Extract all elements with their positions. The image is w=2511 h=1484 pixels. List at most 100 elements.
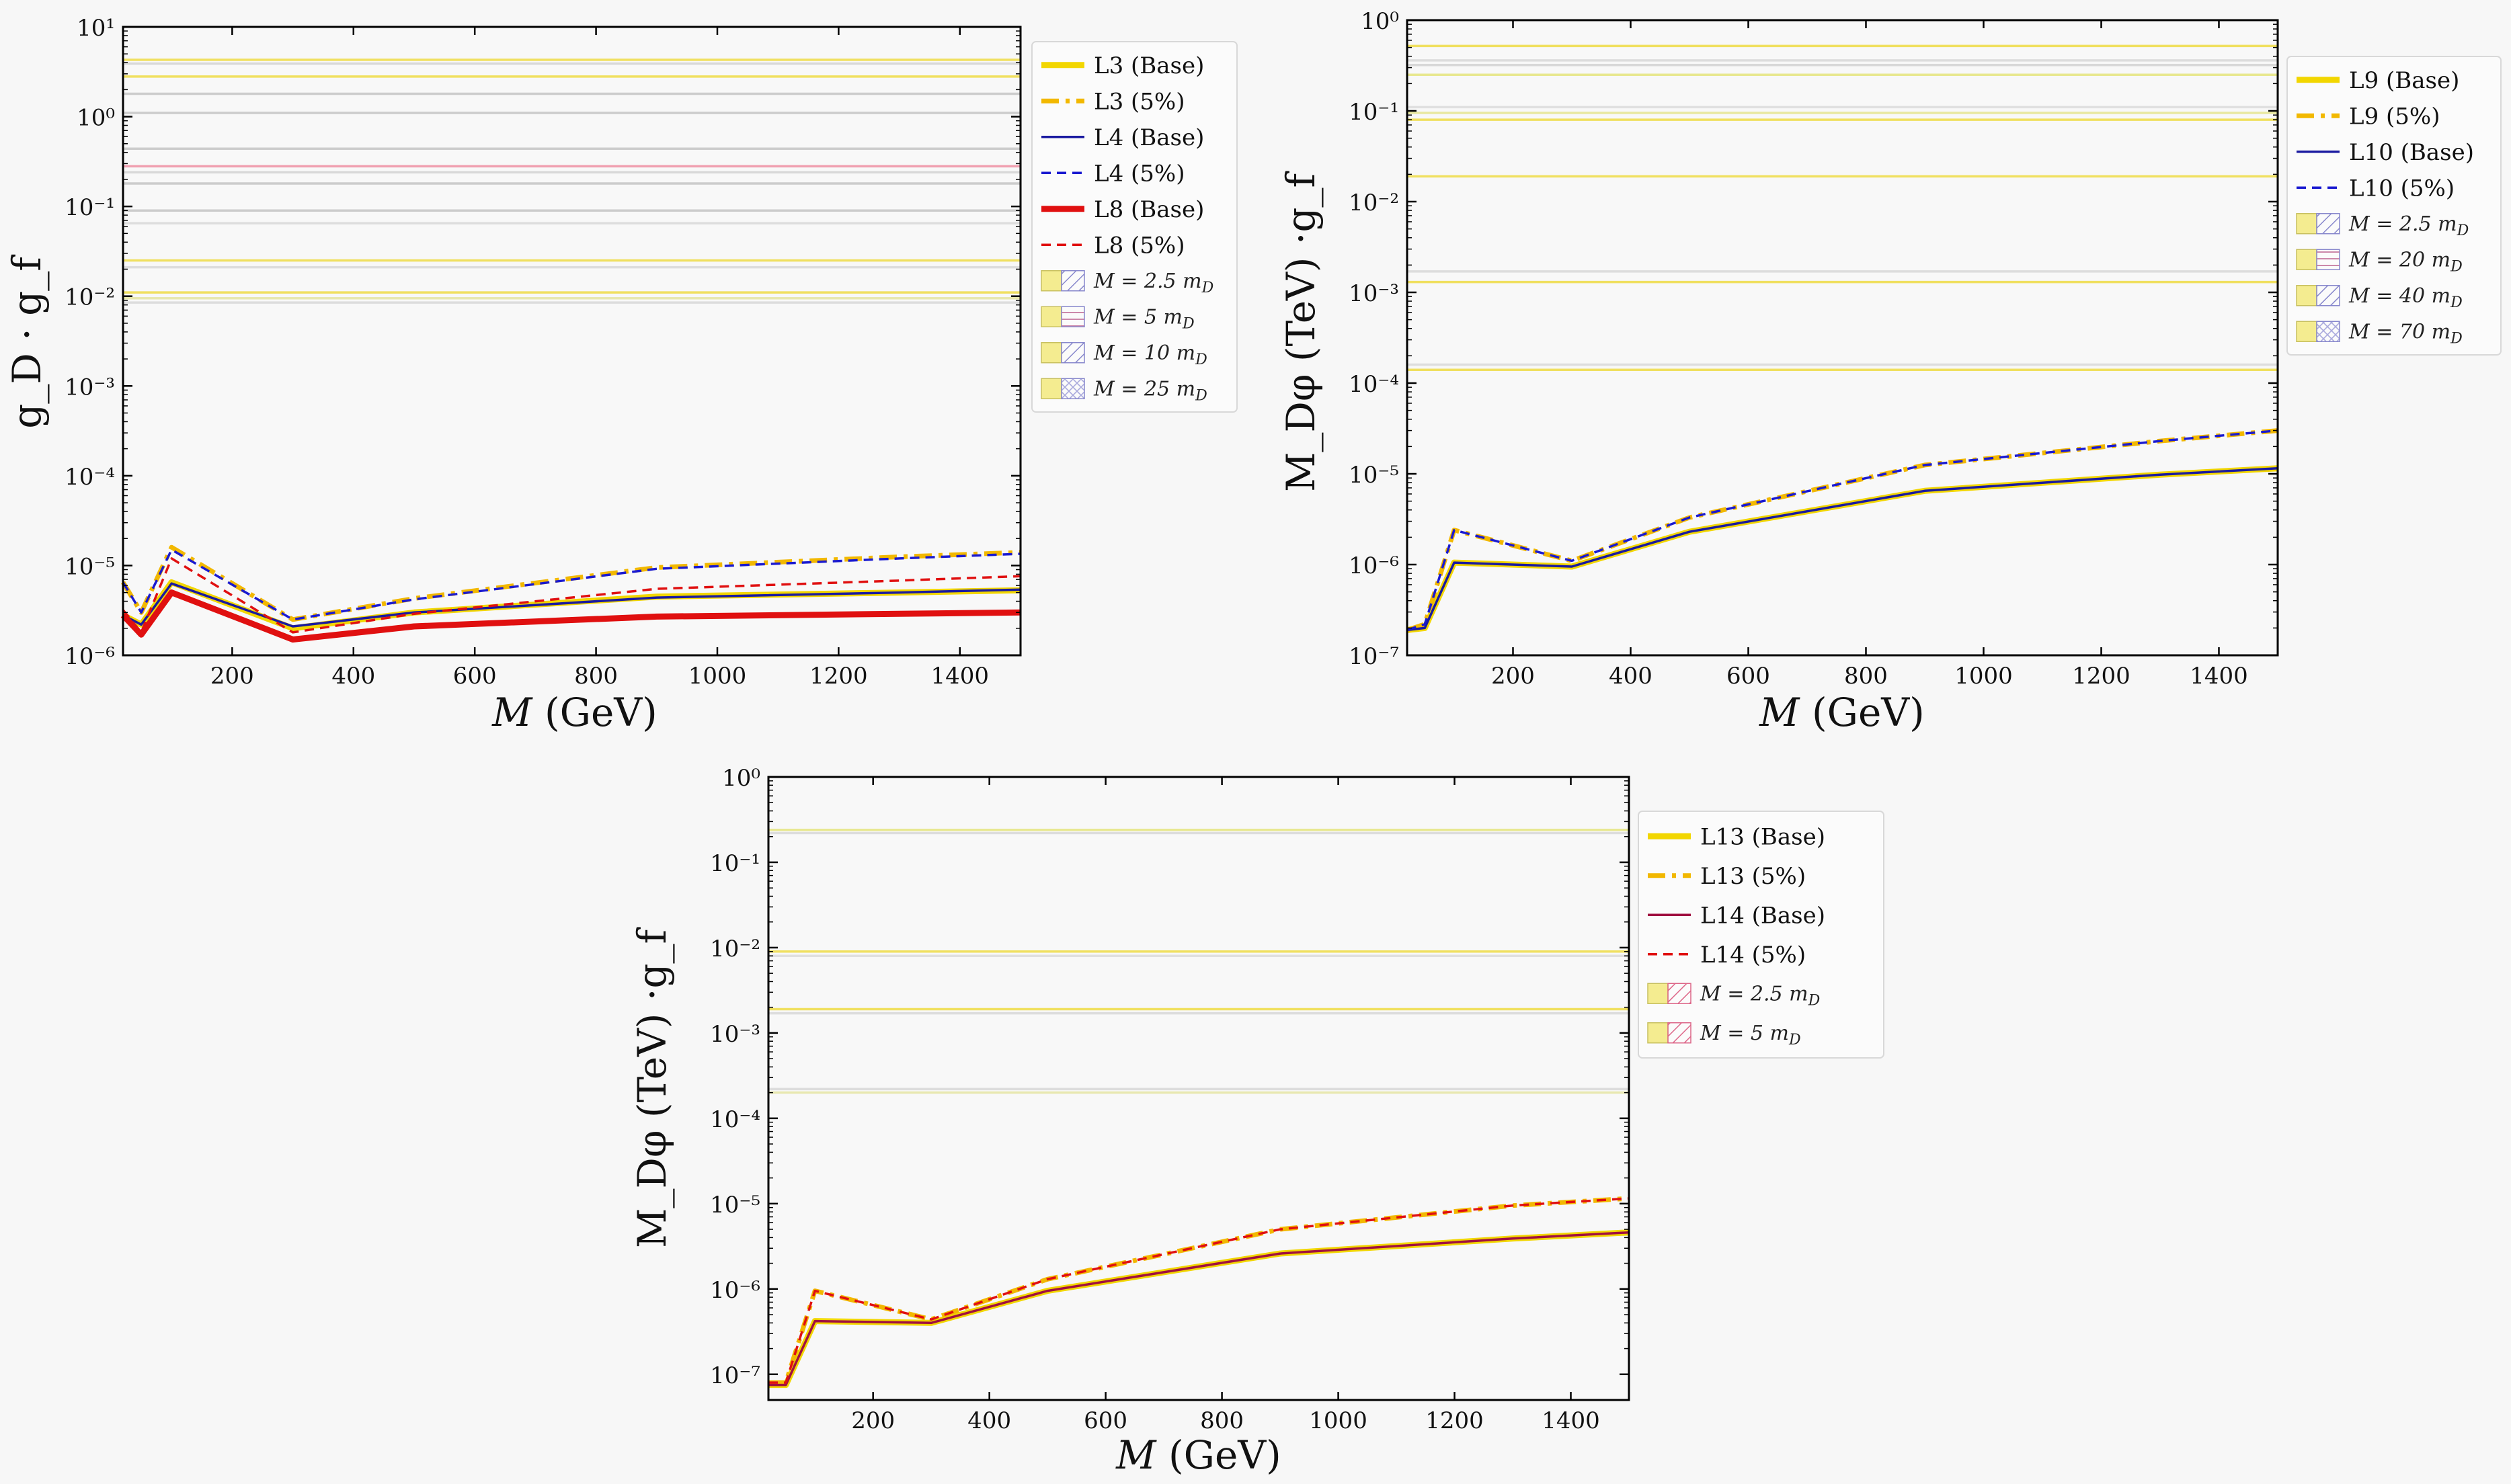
legend: L9 (Base) L9 (5%) L10 (Base) L10 (5%) M = 2.…: [2286, 56, 2502, 356]
x-tick-label: 1400: [931, 663, 990, 690]
legend-swatch: [2316, 321, 2340, 342]
x-tick-label: 600: [1084, 1407, 1127, 1434]
x-axis-label: M (GeV): [491, 690, 657, 735]
legend-label: L8 (5%): [1094, 232, 1185, 259]
legend-swatch: [1041, 270, 1062, 292]
x-tick-label: 1200: [2072, 663, 2130, 690]
y-tick-label: 10⁻¹: [1349, 99, 1399, 126]
legend-swatch: [1647, 983, 1669, 1004]
legend-label: L4 (5%): [1094, 160, 1185, 187]
x-tick-label: 1200: [1425, 1407, 1484, 1434]
chart-3: 200 400 600 800 1000 1200 1400 10⁻⁷ 10⁻⁶ 10⁻⁵ 10⁻⁴…: [629, 765, 1884, 1478]
y-tick-label: 10⁻¹: [65, 194, 115, 221]
y-tick-label: 10⁻²: [65, 284, 115, 311]
legend-swatch: [1041, 342, 1062, 364]
plot-area: [123, 27, 1021, 655]
plot-frame: [767, 776, 1630, 1401]
y-tick-label: 10⁻⁶: [710, 1277, 760, 1304]
y-tick-label: 10⁻⁶: [1349, 552, 1399, 579]
x-tick-label: 200: [210, 663, 254, 690]
y-tick-label: 10⁻³: [710, 1021, 760, 1048]
x-tick-label: 600: [1726, 663, 1770, 690]
y-tick-label: 10⁻⁴: [710, 1106, 760, 1133]
y-tick-label: 10⁰: [77, 105, 115, 132]
legend-box: [1638, 811, 1884, 1059]
legend-label: L8 (Base): [1094, 196, 1204, 223]
y-tick-label: 10⁻²: [710, 936, 760, 962]
x-tick-label: 800: [574, 663, 618, 690]
legend-swatch: [2316, 249, 2340, 270]
legend-label: M = 25 mD: [1093, 377, 1207, 404]
x-tick-label: 400: [1609, 663, 1652, 690]
y-axis-label: g_D · g_f: [4, 255, 50, 429]
y-tick-label: 10⁰: [1361, 8, 1399, 35]
legend-label: M = 5 mD: [1700, 1022, 1801, 1048]
y-tick-label: 10⁻⁵: [1349, 462, 1399, 489]
series-line: [122, 582, 1021, 628]
y-tick-label: 10⁻⁵: [710, 1192, 760, 1219]
legend-label: M = 2.5 mD: [1093, 270, 1214, 296]
legend-label: L14 (5%): [1700, 942, 1806, 968]
legend-swatch: [2296, 213, 2317, 235]
plot-frame: [122, 26, 1022, 657]
legend-swatch: [1041, 306, 1062, 327]
legend-swatch: [1041, 378, 1062, 399]
chart-1: 200 400 600 800 1000 1200 1400 10⁻⁶ 10⁻⁵ 10⁻⁴ 10⁻³…: [4, 15, 1238, 735]
legend-label: M = 10 mD: [1093, 341, 1207, 368]
chart-2: 200 400 600 800 1000 1200 1400 10⁻⁷ 10⁻⁶ 10⁻⁵ 10⁻⁴…: [1278, 8, 2502, 735]
x-tick-label: 1000: [1309, 1407, 1367, 1434]
x-tick-label: 200: [851, 1407, 895, 1434]
y-tick-label: 10⁻⁵: [65, 553, 115, 580]
x-tick-label: 800: [1200, 1407, 1244, 1434]
x-tick-label: 400: [967, 1407, 1011, 1434]
y-tick-label: 10⁻⁷: [1349, 643, 1399, 670]
legend-label: L3 (Base): [1094, 52, 1204, 79]
legend-swatch: [2296, 249, 2317, 270]
series-line: [122, 548, 1021, 621]
legend-label: L9 (Base): [2349, 67, 2459, 94]
series-line: [1406, 429, 2278, 632]
x-tick-label: 1000: [1954, 663, 2013, 690]
series-line: [768, 1197, 1630, 1384]
series-line: [120, 589, 1021, 643]
plot-area: [1407, 20, 2278, 655]
x-tick-label: 1400: [2190, 663, 2248, 690]
y-tick-label: 10⁻⁷: [710, 1362, 760, 1389]
plot-frame: [1406, 19, 2279, 657]
series-line: [1406, 467, 2278, 632]
y-tick-label: 10¹: [77, 15, 115, 42]
x-axis-label: M (GeV): [1759, 690, 1925, 735]
legend-label: L9 (5%): [2349, 103, 2440, 130]
x-tick-label: 400: [331, 663, 375, 690]
legend-swatch: [1061, 270, 1085, 292]
y-tick-label: 10⁻⁴: [65, 464, 115, 491]
legend-box: [2286, 56, 2502, 356]
legend-swatch: [2296, 321, 2317, 342]
legend-label: L3 (5%): [1094, 88, 1185, 115]
legend-label: L13 (5%): [1700, 863, 1806, 890]
legend-swatch: [1667, 983, 1691, 1004]
y-tick-label: 10⁻⁴: [1349, 371, 1399, 398]
legend-label: M = 2.5 mD: [1700, 982, 1821, 1009]
x-tick-label: 1200: [809, 663, 868, 690]
legend-label: M = 20 mD: [2348, 248, 2463, 275]
x-tick-label: 800: [1844, 663, 1888, 690]
y-tick-label: 10⁻³: [65, 374, 115, 401]
legend-label: M = 5 mD: [1093, 305, 1195, 332]
legend-swatch: [1647, 1022, 1669, 1044]
legend-swatch: [1061, 342, 1085, 364]
legend: L3 (Base) L3 (5%) L4 (Base) L4 (5%) L8 (Base…: [1031, 41, 1238, 413]
y-tick-label: 10⁻¹: [710, 850, 760, 877]
legend-swatch: [1061, 378, 1085, 399]
x-tick-label: 1000: [688, 663, 747, 690]
legend-swatch: [1667, 1022, 1691, 1044]
series-line: [122, 557, 1021, 634]
y-tick-label: 10⁻²: [1349, 190, 1399, 216]
legend-label: M = 70 mD: [2348, 320, 2463, 347]
legend-label: M = 2.5 mD: [2348, 212, 2469, 239]
legend-label: L4 (Base): [1094, 124, 1204, 151]
y-axis-label: M_Dφ (TeV) ·g_f: [1278, 171, 1324, 492]
legend-label: L10 (5%): [2349, 175, 2455, 202]
legend-label: L10 (Base): [2349, 139, 2474, 166]
series-line: [768, 1231, 1630, 1387]
